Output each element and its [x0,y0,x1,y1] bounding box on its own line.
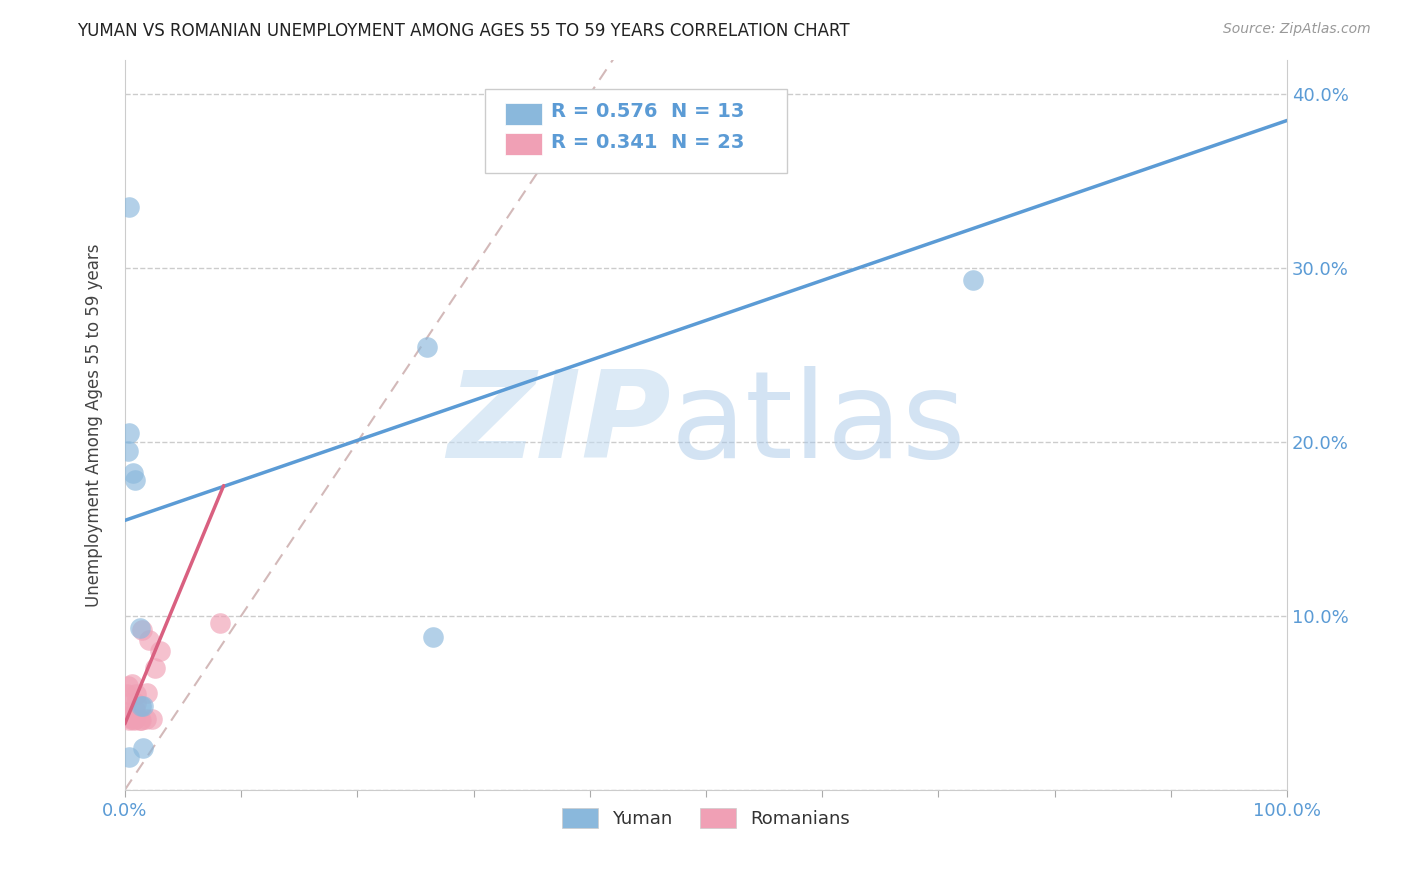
Point [131,623,153,637]
Bar [505,133,543,154]
Point [117,443,139,458]
Legend: Yuman, Romanians: Yuman, Romanians [554,800,858,836]
Point [124,474,146,488]
Text: YUMAN VS ROMANIAN UNEMPLOYMENT AMONG AGES 55 TO 59 YEARS CORRELATION CHART: YUMAN VS ROMANIAN UNEMPLOYMENT AMONG AGE… [77,22,851,40]
Point [129,699,152,714]
FancyBboxPatch shape [485,89,787,173]
Point [118,750,141,764]
Point [962,273,984,287]
Point [132,741,155,756]
Bar [505,103,543,125]
Point [118,201,141,215]
Y-axis label: Unemployment Among Ages 55 to 59 years: Unemployment Among Ages 55 to 59 years [86,243,103,607]
Point [115,687,138,701]
Point [125,687,148,701]
Point [129,621,152,635]
Text: atlas: atlas [671,367,967,483]
Point [118,714,141,728]
Point [125,696,148,710]
Point [118,426,141,441]
Point [129,714,152,728]
Point [124,712,146,726]
Point [121,677,143,691]
Point [118,710,141,724]
Text: R = 0.341  N = 23: R = 0.341 N = 23 [551,133,745,152]
Point [115,705,138,719]
Point [132,699,155,714]
Point [122,714,145,728]
Point [422,630,444,644]
Point [120,712,142,726]
Point [209,615,232,630]
Point [149,644,172,658]
Point [416,339,439,353]
Point [122,467,145,481]
Point [135,685,157,699]
Point [117,679,139,693]
Point [124,703,146,717]
Point [138,633,160,648]
Point [135,712,157,726]
Point [143,661,166,675]
Point [141,712,163,726]
Text: Source: ZipAtlas.com: Source: ZipAtlas.com [1223,22,1371,37]
Point [129,714,152,728]
Point [115,696,138,710]
Text: ZIP: ZIP [447,367,671,483]
Text: R = 0.576  N = 13: R = 0.576 N = 13 [551,102,745,121]
